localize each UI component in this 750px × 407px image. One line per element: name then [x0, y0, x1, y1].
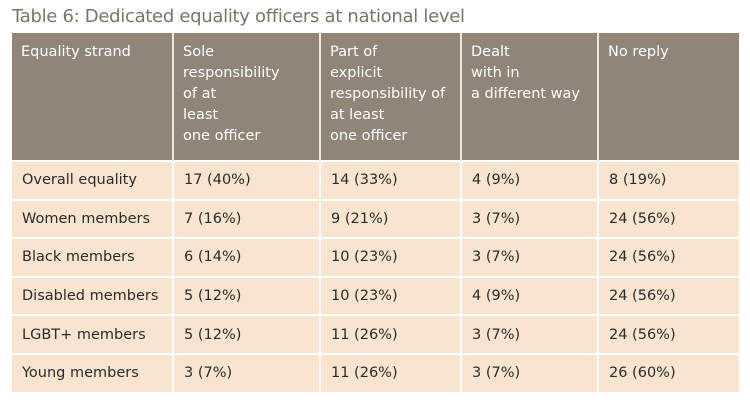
cell-dealt-differently: 3 (7%) [461, 352, 599, 392]
table-row: Disabled members 5 (12%) 10 (23%) 4 (9%)… [12, 275, 739, 316]
cell-part-of-responsibility: 10 (23%) [320, 275, 462, 316]
header-line: explicit [330, 65, 383, 81]
equality-officers-table: Equality strand Sole responsibility of a… [12, 33, 739, 392]
header-line: responsibility [183, 65, 280, 81]
cell-sole-responsibility: 7 (16%) [173, 198, 321, 239]
header-row: Equality strand Sole responsibility of a… [12, 33, 739, 161]
table-row: Overall equality 17 (40%) 14 (33%) 4 (9%… [12, 160, 739, 200]
table-body: Overall equality 17 (40%) 14 (33%) 4 (9%… [12, 160, 739, 392]
cell-sole-responsibility: 6 (14%) [173, 237, 321, 277]
cell-part-of-responsibility: 14 (33%) [320, 160, 462, 200]
cell-dealt-differently: 3 (7%) [461, 314, 599, 354]
cell-no-reply: 24 (56%) [598, 237, 739, 277]
cell-equality-strand: LGBT+ members [12, 314, 174, 354]
cell-no-reply: 24 (56%) [598, 314, 739, 354]
cell-dealt-differently: 4 (9%) [461, 275, 599, 316]
cell-equality-strand: Disabled members [12, 275, 174, 316]
header-line: No reply [608, 44, 669, 60]
cell-equality-strand: Overall equality [12, 160, 174, 200]
header-line: Dealt [471, 44, 510, 60]
cell-part-of-responsibility: 11 (26%) [320, 352, 462, 392]
header-dealt-with-differently: Dealt with in a different way [461, 33, 599, 161]
cell-part-of-responsibility: 10 (23%) [320, 237, 462, 277]
cell-equality-strand: Black members [12, 237, 174, 277]
header-line: Equality strand [21, 44, 131, 60]
header-line: Part of [330, 44, 378, 60]
table-row: Black members 6 (14%) 10 (23%) 3 (7%) 24… [12, 237, 739, 277]
header-line: at least [330, 107, 385, 123]
table-title: Table 6: Dedicated equality officers at … [12, 6, 465, 27]
header-line: of at [183, 86, 217, 102]
header-part-of-explicit-responsibility: Part of explicit responsibility of at le… [320, 33, 462, 161]
cell-no-reply: 8 (19%) [598, 160, 739, 200]
header-no-reply: No reply [598, 33, 739, 161]
header-sole-responsibility: Sole responsibility of at least one offi… [173, 33, 321, 161]
table-row: Young members 3 (7%) 11 (26%) 3 (7%) 26 … [12, 352, 739, 392]
cell-sole-responsibility: 17 (40%) [173, 160, 321, 200]
cell-no-reply: 24 (56%) [598, 198, 739, 239]
header-line: one officer [330, 128, 408, 144]
header-equality-strand: Equality strand [12, 33, 174, 161]
table-row: Women members 7 (16%) 9 (21%) 3 (7%) 24 … [12, 198, 739, 239]
cell-dealt-differently: 3 (7%) [461, 198, 599, 239]
cell-sole-responsibility: 5 (12%) [173, 314, 321, 354]
header-line: Sole [183, 44, 215, 60]
table-row: LGBT+ members 5 (12%) 11 (26%) 3 (7%) 24… [12, 314, 739, 354]
cell-equality-strand: Young members [12, 352, 174, 392]
cell-part-of-responsibility: 11 (26%) [320, 314, 462, 354]
cell-dealt-differently: 4 (9%) [461, 160, 599, 200]
cell-part-of-responsibility: 9 (21%) [320, 198, 462, 239]
header-line: least [183, 107, 219, 123]
cell-dealt-differently: 3 (7%) [461, 237, 599, 277]
cell-no-reply: 24 (56%) [598, 275, 739, 316]
table-header: Equality strand Sole responsibility of a… [12, 33, 739, 161]
cell-equality-strand: Women members [12, 198, 174, 239]
cell-no-reply: 26 (60%) [598, 352, 739, 392]
cell-sole-responsibility: 5 (12%) [173, 275, 321, 316]
cell-sole-responsibility: 3 (7%) [173, 352, 321, 392]
header-line: a different way [471, 86, 581, 102]
header-line: responsibility of [330, 86, 446, 102]
header-line: with in [471, 65, 520, 81]
header-line: one officer [183, 128, 261, 144]
